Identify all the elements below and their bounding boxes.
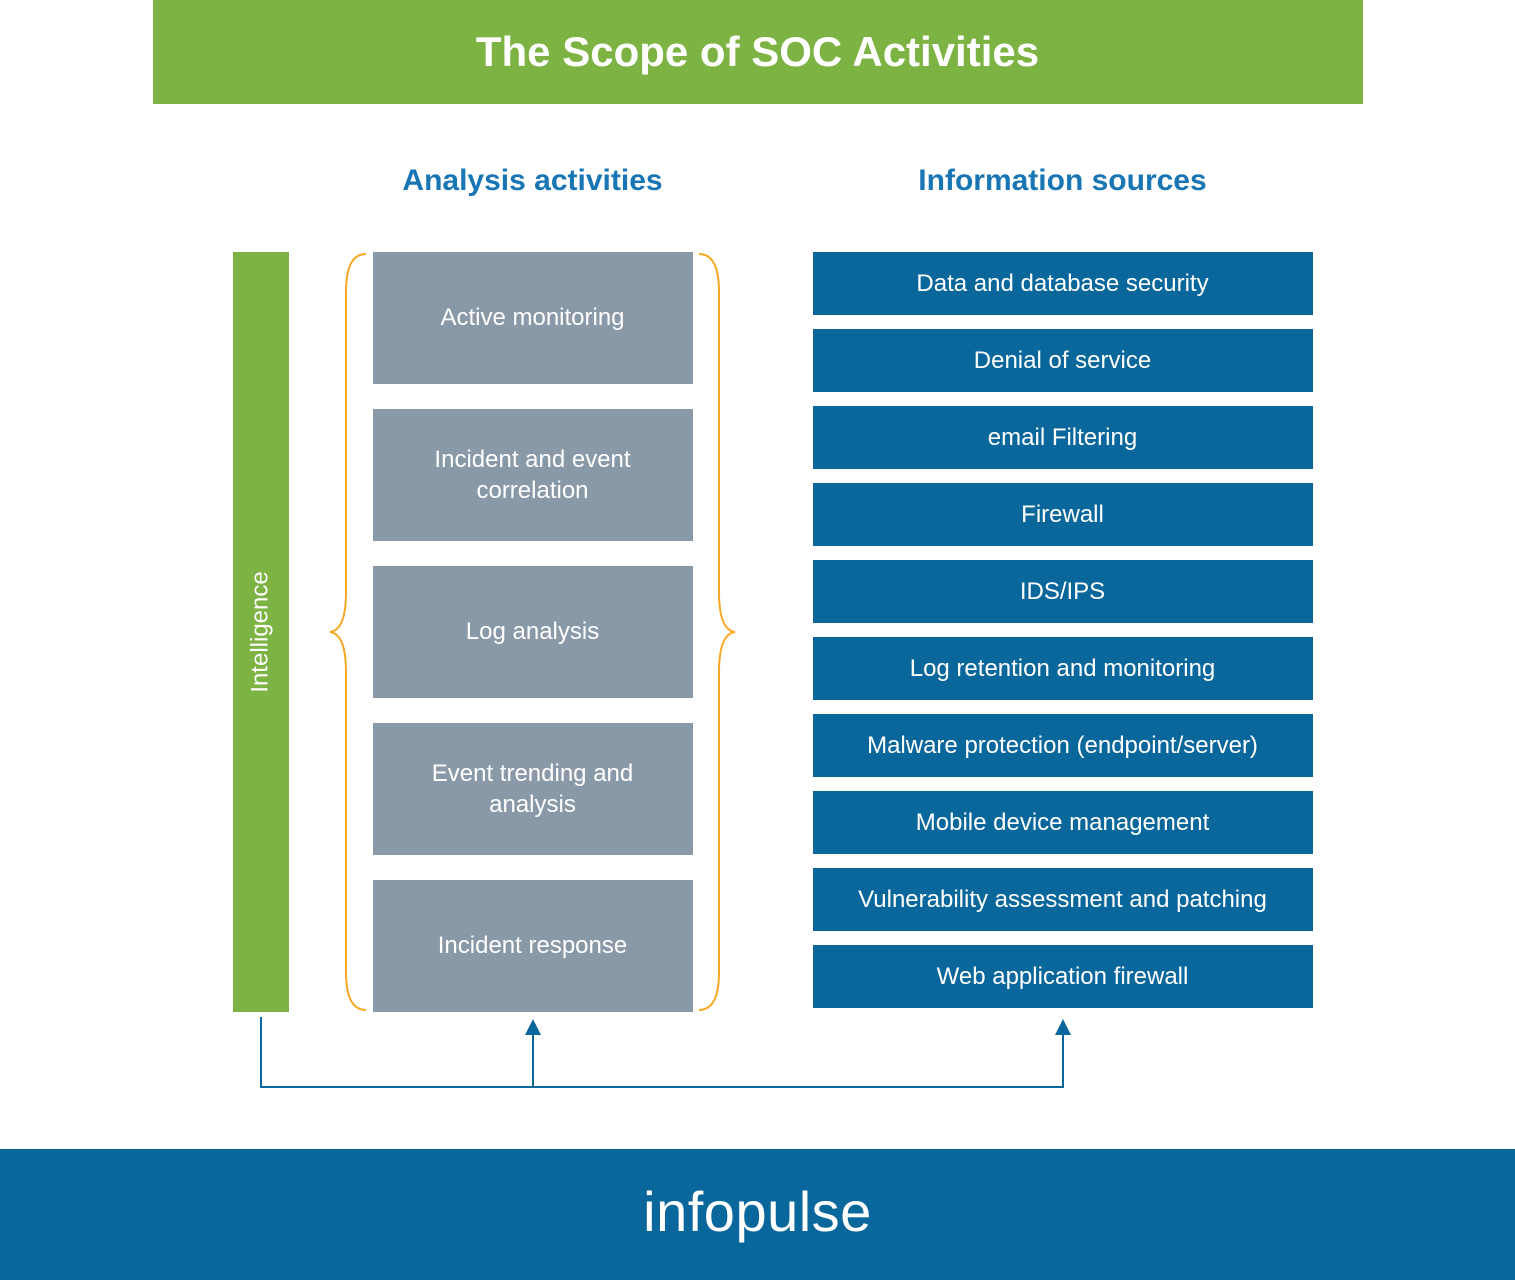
header-title: The Scope of SOC Activities <box>476 28 1039 75</box>
analysis-box-label: Incident response <box>438 930 627 961</box>
sources-section-title: Information sources <box>813 164 1313 198</box>
footer-bar: infopulse <box>0 1149 1515 1280</box>
intelligence-label: Intelligence <box>247 571 275 692</box>
source-box-label: Denial of service <box>974 347 1151 375</box>
analysis-box: Incident response <box>373 880 693 1012</box>
source-box: IDS/IPS <box>813 560 1313 623</box>
bottom-connector <box>233 1017 1313 1107</box>
analysis-box-label: Incident and event correlation <box>393 444 673 506</box>
source-box: Web application firewall <box>813 945 1313 1008</box>
source-box-label: Firewall <box>1021 501 1104 529</box>
source-box: email Filtering <box>813 406 1313 469</box>
source-box: Denial of service <box>813 329 1313 392</box>
analysis-box-label: Event trending and analysis <box>393 758 673 820</box>
source-box: Vulnerability assessment and patching <box>813 868 1313 931</box>
source-box-label: Mobile device management <box>916 809 1210 837</box>
source-box: Log retention and monitoring <box>813 637 1313 700</box>
brand-logo: infopulse <box>643 1179 872 1244</box>
header-bar: The Scope of SOC Activities <box>153 0 1363 104</box>
source-box: Malware protection (endpoint/server) <box>813 714 1313 777</box>
source-box-label: Vulnerability assessment and patching <box>858 886 1267 914</box>
analysis-box: Active monitoring <box>373 252 693 384</box>
analysis-box-label: Log analysis <box>466 616 599 647</box>
bracket-right <box>697 252 737 1012</box>
analysis-column: Active monitoring Incident and event cor… <box>373 252 693 1012</box>
bracket-left <box>328 252 368 1012</box>
analysis-section-title: Analysis activities <box>373 164 693 198</box>
analysis-box: Log analysis <box>373 566 693 698</box>
source-box-label: email Filtering <box>988 424 1137 452</box>
sources-column: Data and database security Denial of ser… <box>813 252 1313 1008</box>
intelligence-bar: Intelligence <box>233 252 289 1012</box>
source-box: Data and database security <box>813 252 1313 315</box>
source-box: Mobile device management <box>813 791 1313 854</box>
body-area: Analysis activities Information sources … <box>153 104 1363 1104</box>
source-box-label: Web application firewall <box>937 963 1189 991</box>
source-box-label: Malware protection (endpoint/server) <box>867 732 1258 760</box>
analysis-box-label: Active monitoring <box>440 302 624 333</box>
source-box-label: IDS/IPS <box>1020 578 1105 606</box>
source-box-label: Data and database security <box>916 270 1208 298</box>
source-box-label: Log retention and monitoring <box>910 655 1216 683</box>
analysis-box: Event trending and analysis <box>373 723 693 855</box>
source-box: Firewall <box>813 483 1313 546</box>
diagram-container: The Scope of SOC Activities Analysis act… <box>153 0 1363 1104</box>
analysis-box: Incident and event correlation <box>373 409 693 541</box>
